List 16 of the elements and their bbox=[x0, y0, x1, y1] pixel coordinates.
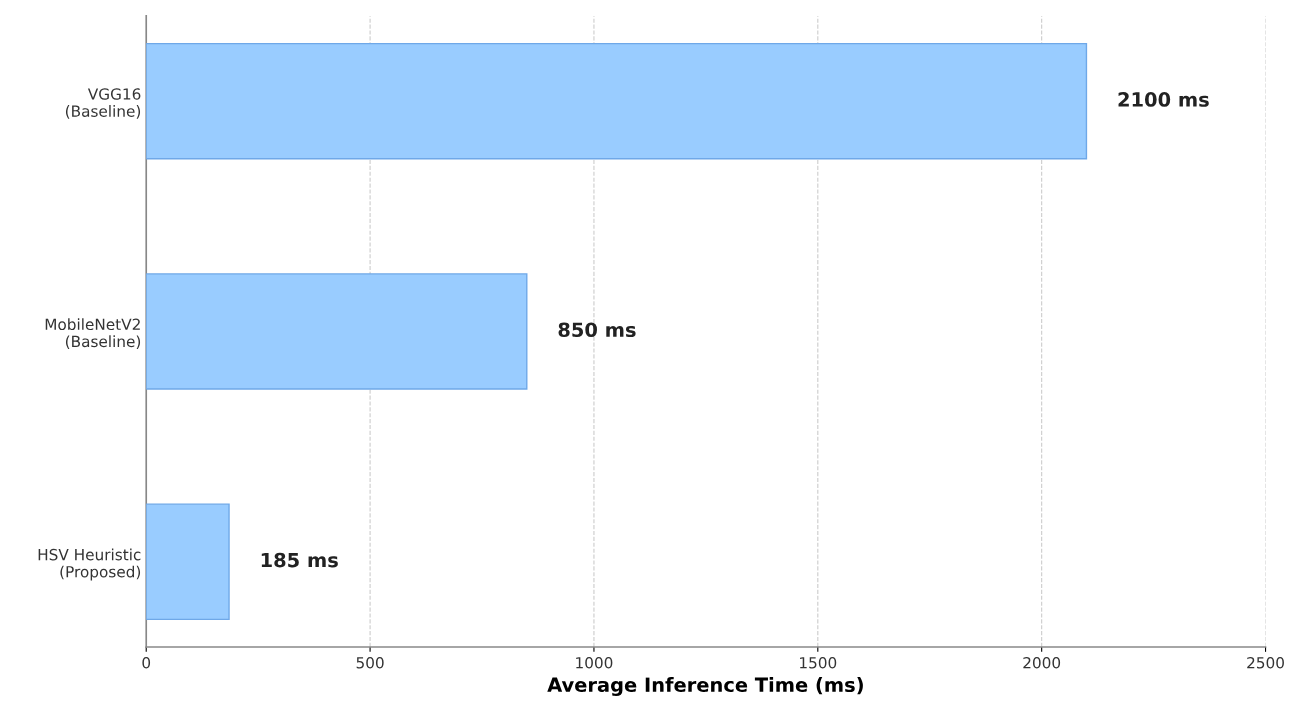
x-tick-label: 1500 bbox=[800, 656, 837, 669]
bar bbox=[146, 503, 230, 621]
x-tick-label: 2500 bbox=[1247, 656, 1284, 669]
y-tick-label: VGG16 (Baseline) bbox=[65, 88, 141, 119]
x-tick-label: 500 bbox=[356, 656, 384, 669]
x-tick-label: 0 bbox=[142, 656, 151, 669]
x-tick-label: 1000 bbox=[576, 656, 613, 669]
data-label: 185 ms bbox=[261, 552, 338, 568]
bar bbox=[146, 273, 528, 390]
data-label: 2100 ms bbox=[1118, 92, 1209, 107]
x-axis-title: Average Inference Time (ms) bbox=[547, 677, 863, 696]
y-tick-label: MobileNetV2 (Baseline) bbox=[45, 318, 141, 349]
x-tick-label: 2000 bbox=[1023, 656, 1061, 669]
data-label: 850 ms bbox=[558, 322, 636, 338]
y-tick-label: HSV Heuristic (Proposed) bbox=[38, 548, 141, 581]
bar bbox=[146, 42, 1088, 160]
